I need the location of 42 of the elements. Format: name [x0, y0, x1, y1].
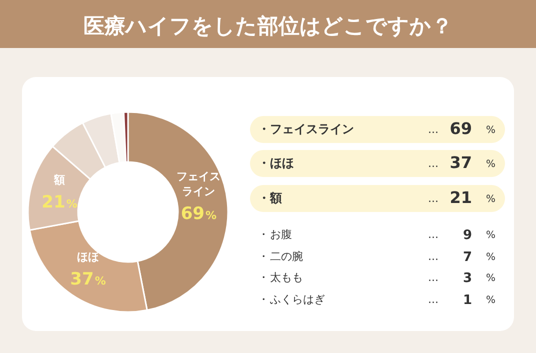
text: %: [486, 125, 496, 136]
text: ...: [428, 228, 438, 241]
text: %: [486, 194, 496, 205]
text: ...: [428, 157, 438, 170]
data-label: 37%: [70, 270, 106, 290]
text: 1: [462, 293, 472, 308]
text: ・: [258, 156, 270, 170]
text: ・: [258, 250, 269, 263]
text: %: [486, 252, 496, 263]
category-label: 太もも: [270, 271, 303, 284]
text: ・: [258, 191, 270, 205]
text: ・: [258, 271, 269, 284]
category-label: 二の腕: [270, 250, 303, 263]
slice-label: ほほ: [77, 250, 100, 264]
chart-title: 医療ハイフをした部位はどこですか？: [84, 14, 452, 38]
text: 37: [450, 153, 472, 172]
category-label: フェイスライン: [270, 122, 354, 136]
text: 7: [462, 250, 472, 265]
text: %: [486, 230, 496, 241]
data-label: 69%: [180, 204, 217, 224]
category-label: ふくらはぎ: [270, 293, 325, 306]
text: %: [486, 273, 496, 284]
text: ...: [428, 271, 438, 284]
slice-label: フェイスライン: [176, 170, 221, 198]
text: ...: [428, 192, 438, 205]
text: %: [486, 159, 496, 170]
category-label: ほほ: [270, 156, 294, 170]
category-label: お腹: [270, 228, 292, 241]
text: ...: [428, 123, 438, 136]
text: ・: [258, 228, 269, 241]
category-label: 額: [270, 191, 282, 205]
text: 3: [462, 271, 472, 286]
text: 69: [450, 119, 472, 138]
text: 21: [450, 188, 472, 207]
text: ...: [428, 293, 438, 306]
text: ・: [258, 122, 270, 136]
text: %: [486, 295, 496, 306]
text: 9: [462, 228, 472, 243]
slice-label: 額: [53, 173, 66, 186]
text: ...: [428, 250, 438, 263]
text: ・: [258, 293, 269, 306]
data-label: 21%: [42, 192, 78, 212]
